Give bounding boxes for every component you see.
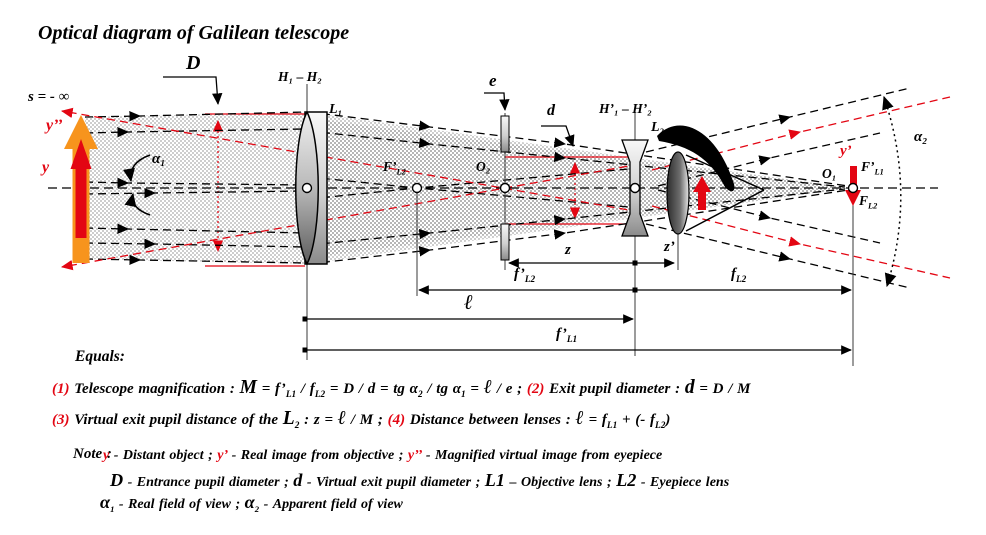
label-y-double-prime: y’’ xyxy=(46,117,63,134)
object-arrow-red-y xyxy=(70,139,92,238)
label-l2: L₂ xyxy=(651,120,665,135)
label-y-prime: y’ xyxy=(840,143,852,159)
node-eyepiece-center xyxy=(629,182,641,194)
label-o2: O₂ xyxy=(476,159,491,174)
label-z-prime: z’ xyxy=(664,239,675,255)
label-leaders xyxy=(163,76,575,147)
chief-rays-red xyxy=(60,107,641,271)
note-line-3: α1 - Real field of view ; α2 - Apparent … xyxy=(100,492,403,514)
label-f-prime-l1-point: F’L1 xyxy=(861,159,884,177)
equals-heading: Equals: xyxy=(75,348,125,365)
note-line-1: y - Distant object ; y’ - Real image fro… xyxy=(103,448,663,463)
alpha1-angle-arrows xyxy=(123,154,151,216)
dimension-lines xyxy=(302,258,852,355)
label-f-l2-distance: fL2 xyxy=(731,266,747,285)
label-entrance-pupil-D: D xyxy=(186,52,201,74)
label-ell-distance: ℓ xyxy=(464,290,473,314)
node-f-prime-l2 xyxy=(411,182,423,194)
leader-D xyxy=(163,76,223,106)
node-objective-center xyxy=(301,182,313,194)
formula-line-1: (1) Telescope magnification : M = f’L1 /… xyxy=(52,377,751,400)
label-z: z xyxy=(565,242,571,258)
alpha2-arc xyxy=(882,95,902,288)
node-o2 xyxy=(499,182,511,194)
node-o1 xyxy=(847,182,859,194)
eye-icon xyxy=(657,125,765,235)
label-f-prime-l2-point: F’L2 xyxy=(383,159,406,177)
page-title: Optical diagram of Galilean telescope xyxy=(38,22,350,44)
image-arrow-y-prime xyxy=(845,166,861,206)
label-l1: L₁ xyxy=(329,102,343,117)
label-exit-pupil-d: d xyxy=(547,102,555,119)
leader-e xyxy=(484,92,510,112)
label-h1-h2: H₁ – H₂ xyxy=(278,69,322,84)
label-y: y xyxy=(42,159,50,176)
cardinal-point-nodes xyxy=(301,182,859,194)
formula-line-2: (3) Virtual exit pupil distance of the L… xyxy=(52,408,671,431)
label-e: e xyxy=(489,71,497,90)
leader-d xyxy=(541,125,575,147)
label-f-prime-l1-distance: f’L1 xyxy=(556,326,578,345)
label-s-infinity: s = - ∞ xyxy=(28,89,70,105)
aperture-stop-e xyxy=(500,115,510,261)
note-heading: Note : xyxy=(73,446,112,462)
label-f-prime-l2-distance: f’L2 xyxy=(514,266,536,285)
label-o1: O₁ xyxy=(822,166,837,181)
label-h1p-h2p: H’₁ – H’₂ xyxy=(599,101,652,116)
exit-rays xyxy=(645,87,951,289)
telescope-optical-diagram xyxy=(48,76,951,366)
retina-image-arrow xyxy=(693,176,711,210)
label-alpha2: α₂ xyxy=(914,129,928,145)
note-line-2: D - Entrance pupil diameter ; d - Virtua… xyxy=(110,470,730,490)
incoming-rays xyxy=(84,111,306,266)
label-alpha1: α₁ xyxy=(152,151,166,167)
label-f-l2-point: FL2 xyxy=(859,193,878,211)
